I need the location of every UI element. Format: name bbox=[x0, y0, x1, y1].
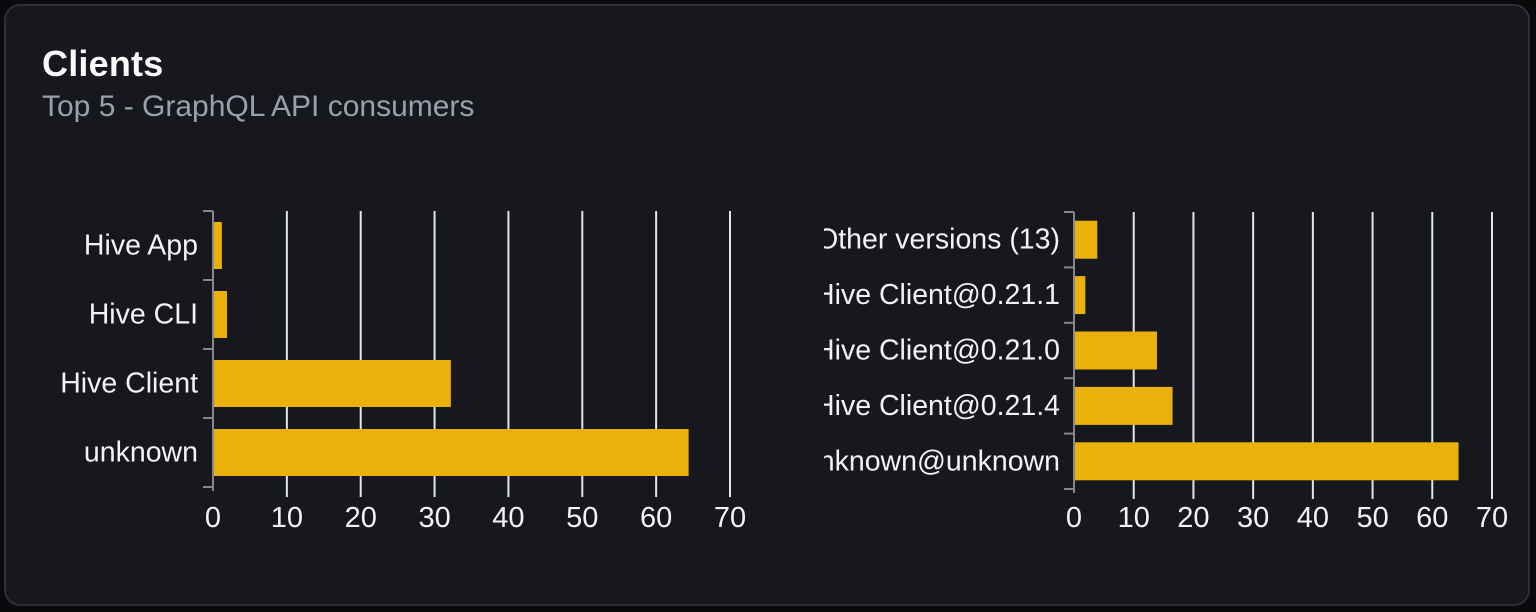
x-tick-label: 0 bbox=[205, 502, 221, 534]
x-tick-label: 40 bbox=[1297, 502, 1329, 534]
category-label: Hive Client@0.21.0 bbox=[824, 335, 1060, 367]
x-tick-label: 10 bbox=[271, 502, 303, 534]
x-tick-label: 30 bbox=[418, 502, 450, 534]
bar[interactable] bbox=[1074, 220, 1098, 259]
x-tick-label: 20 bbox=[1177, 502, 1209, 534]
x-tick-label: 60 bbox=[1416, 502, 1448, 534]
x-tick-label: 10 bbox=[1118, 502, 1150, 534]
x-tick-label: 20 bbox=[345, 502, 377, 534]
client-versions-bar-chart: Other versions (13) Hive Client@0.21.1 Hiv… bbox=[824, 211, 1508, 534]
x-tick-label: 70 bbox=[714, 502, 746, 534]
card-title: Clients bbox=[42, 43, 164, 84]
category-label: Hive App bbox=[84, 230, 198, 262]
category-label: Hive CLI bbox=[89, 299, 198, 331]
x-tick-label: 50 bbox=[566, 502, 598, 534]
category-label: Hive Client bbox=[60, 368, 198, 400]
bar[interactable] bbox=[213, 360, 451, 407]
card-subtitle: Top 5 - GraphQL API consumers bbox=[42, 90, 475, 123]
category-label: Other versions (13) bbox=[824, 224, 1060, 256]
bar[interactable] bbox=[1074, 331, 1158, 370]
x-tick-label: 30 bbox=[1237, 502, 1269, 534]
bar[interactable] bbox=[213, 222, 222, 269]
x-tick-label: 40 bbox=[492, 502, 524, 534]
bar[interactable] bbox=[213, 291, 228, 338]
x-tick-label: 50 bbox=[1356, 502, 1388, 534]
bar[interactable] bbox=[213, 429, 689, 476]
x-tick-label: 60 bbox=[640, 502, 672, 534]
category-label: unknown bbox=[84, 437, 198, 469]
clients-card bbox=[4, 4, 1530, 606]
x-tick-label: 70 bbox=[1476, 502, 1508, 534]
x-tick-label: 0 bbox=[1066, 502, 1082, 534]
clients-bar-chart: Hive App Hive CLI Hive Client unknown 0 10 20 3… bbox=[60, 210, 746, 534]
category-label: Hive Client@0.21.4 bbox=[824, 390, 1060, 422]
bar[interactable] bbox=[1074, 386, 1173, 425]
category-label: unknown@unknown bbox=[824, 445, 1060, 477]
bar[interactable] bbox=[1074, 442, 1459, 481]
category-label: Hive Client@0.21.1 bbox=[824, 279, 1060, 311]
bar[interactable] bbox=[1074, 276, 1086, 315]
